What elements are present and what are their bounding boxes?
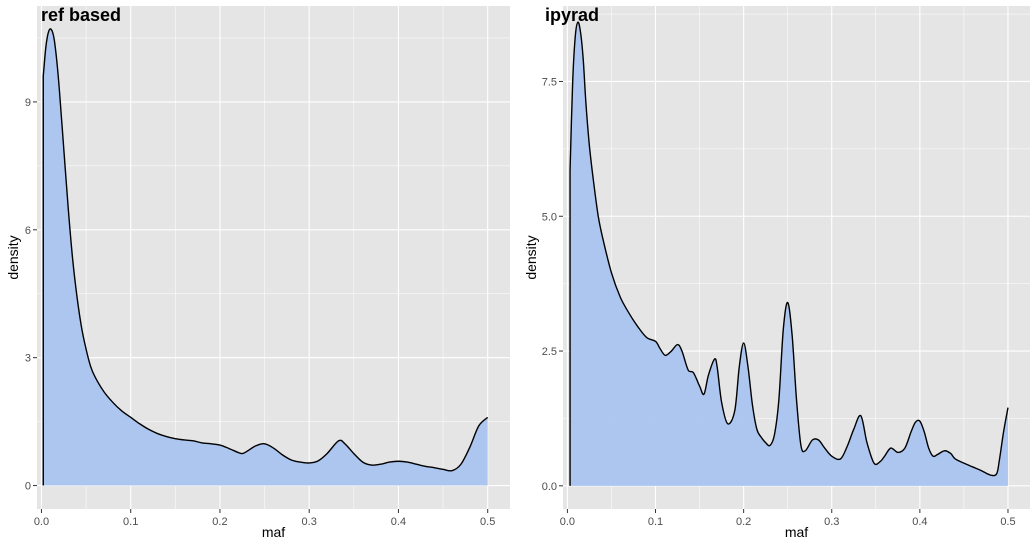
- x-tick-label: 0.2: [736, 516, 751, 528]
- x-tick-label: 0.2: [212, 516, 227, 528]
- y-tick-label: 7.5: [542, 76, 557, 88]
- y-tick-label: 0: [25, 481, 31, 493]
- density-area: [43, 28, 488, 486]
- x-tick-label: 0.0: [34, 516, 49, 528]
- density-area: [570, 22, 1008, 486]
- chart-ref-based: 0.0 0.1 0.2 0.3 0.4 0.5 0 3 6 9 maf density ref …: [5, 5, 510, 540]
- x-tick-label: 0.3: [824, 516, 839, 528]
- density-line: [569, 21, 1009, 486]
- x-tick-label: 0.4: [391, 516, 406, 528]
- x-axis-title: maf: [262, 524, 285, 540]
- panel-title: ipyrad: [545, 5, 599, 25]
- x-axis: 0.0 0.1 0.2 0.3 0.4 0.5: [560, 509, 1016, 528]
- x-tick-label: 0.0: [560, 516, 575, 528]
- y-tick-label: 0.0: [542, 481, 557, 493]
- x-tick-label: 0.1: [123, 516, 138, 528]
- y-axis: 0.0 2.5 5.0 7.5: [542, 76, 563, 493]
- x-axis: 0.0 0.1 0.2 0.3 0.4 0.5: [34, 509, 495, 528]
- x-tick-label: 0.5: [1000, 516, 1015, 528]
- y-tick-label: 5.0: [542, 211, 557, 223]
- y-axis-title: density: [523, 235, 539, 279]
- panel-title: ref based: [41, 5, 121, 25]
- y-tick-label: 9: [25, 97, 31, 109]
- y-axis: 0 3 6 9: [25, 97, 37, 493]
- x-tick-label: 0.4: [912, 516, 927, 528]
- chart-ipyrad: 0.0 0.1 0.2 0.3 0.4 0.5 0.0 2.5 5.0 7.5 maf dens…: [523, 5, 1030, 540]
- y-tick-label: 6: [25, 225, 31, 237]
- y-tick-label: 2.5: [542, 346, 557, 358]
- y-tick-label: 3: [25, 353, 31, 365]
- x-tick-label: 0.1: [648, 516, 663, 528]
- x-axis-title: maf: [785, 524, 808, 540]
- x-tick-label: 0.3: [302, 516, 317, 528]
- x-tick-label: 0.5: [480, 516, 495, 528]
- density-line: [42, 28, 489, 486]
- y-axis-title: density: [5, 235, 21, 279]
